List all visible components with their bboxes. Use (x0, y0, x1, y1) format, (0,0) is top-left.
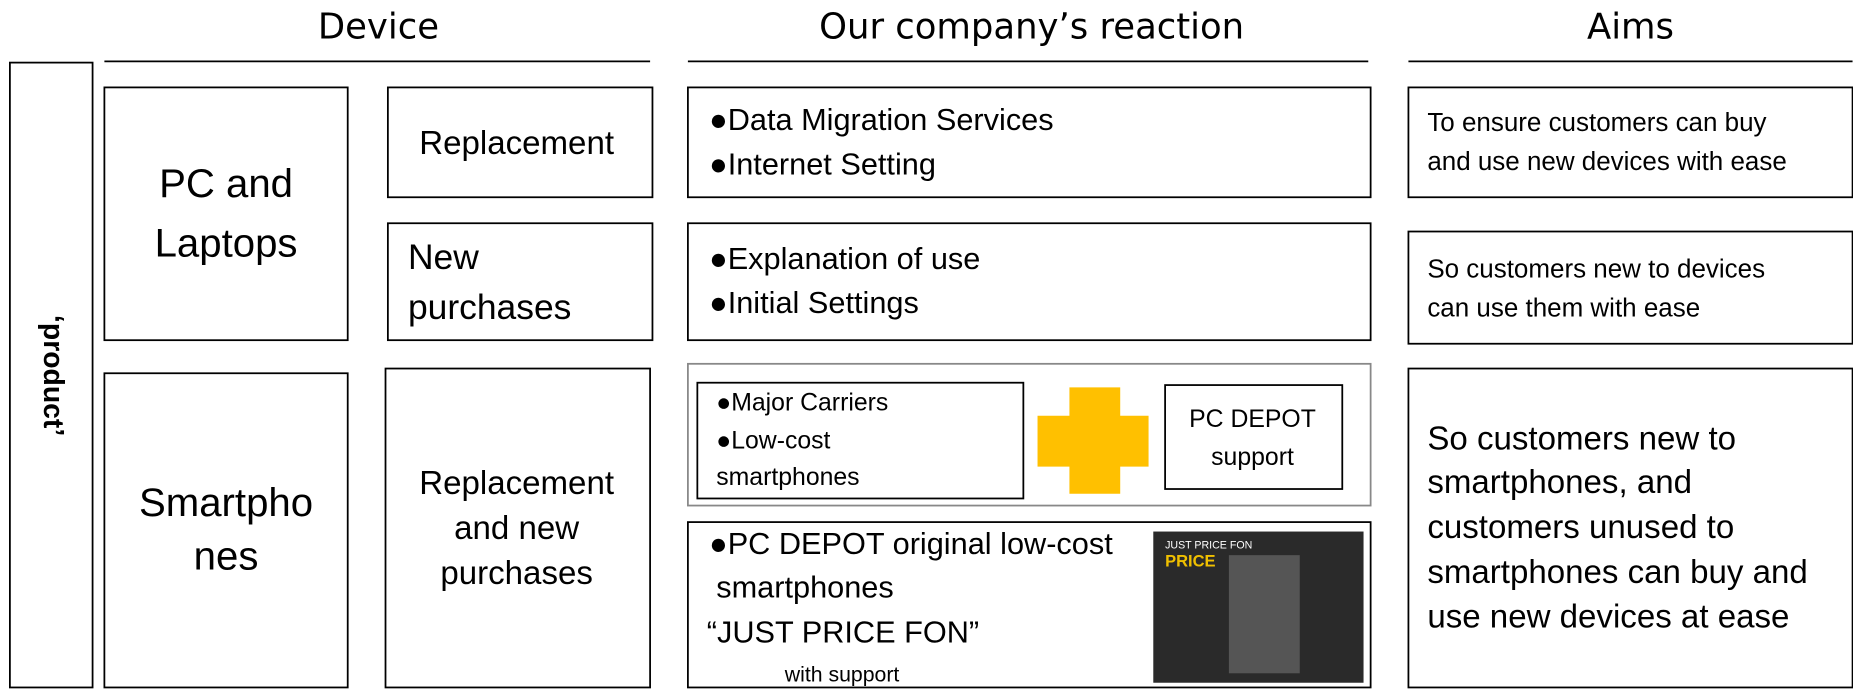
reaction-text: ●Low-cost (716, 427, 830, 454)
case-text: Replacement (419, 465, 614, 502)
case-box (386, 86, 654, 199)
aim-text: smartphones can buy and (1427, 554, 1807, 591)
reaction-text: ●Data Migration Services (709, 102, 1053, 137)
case-box (384, 367, 651, 689)
device-name: Smartpho (139, 480, 313, 525)
product-image: JUST PRICE FON PRICE (1153, 531, 1364, 683)
reaction-text: ●Internet Setting (709, 147, 936, 182)
aim-box (1407, 367, 1853, 689)
side-box (9, 61, 94, 689)
plus-icon (1037, 387, 1149, 494)
partner-box (1164, 384, 1344, 490)
headers: Device Our company’s reaction Aims (104, 6, 1853, 63)
case-text: purchases (408, 287, 571, 327)
aim-text: To ensure customers can buy (1427, 107, 1766, 137)
header: Device (318, 6, 439, 47)
aim-text: and use new devices with ease (1427, 146, 1786, 176)
reaction-text: smartphones (716, 464, 859, 491)
side-label: ‘product’ (37, 315, 69, 436)
reaction-text: ●Explanation of use (709, 241, 980, 276)
case-text: and new (454, 510, 579, 547)
device-name: PC and (159, 161, 293, 206)
aim-text: can use them with ease (1427, 292, 1700, 322)
reaction-text: ●Initial Settings (709, 285, 919, 320)
case-text: purchases (440, 555, 593, 592)
device-box (103, 86, 349, 342)
aim-text: use new devices at ease (1427, 599, 1789, 636)
image-text: JUST PRICE FON (1165, 540, 1252, 552)
reaction-text: with support (784, 662, 900, 686)
aim-text: smartphones, and (1427, 464, 1692, 501)
image-figure (1228, 555, 1300, 674)
reaction-text: “JUST PRICE FON” (707, 614, 979, 649)
case-text: Replacement (419, 125, 614, 162)
reaction-text: ●PC DEPOT original low-cost (709, 526, 1113, 561)
header: Our company’s reaction (819, 6, 1244, 47)
case-text: New (408, 237, 479, 277)
aim-text: So customers new to (1427, 420, 1736, 457)
carrier-box (696, 381, 1025, 500)
device-name: Laptops (155, 220, 298, 265)
aim-box (1407, 86, 1853, 199)
device-box (103, 372, 349, 689)
aim-box (1407, 230, 1853, 345)
header: Aims (1587, 6, 1674, 47)
partner-text: support (1211, 444, 1294, 471)
reaction-text: smartphones (716, 570, 894, 605)
aim-text: So customers new to devices (1427, 253, 1765, 283)
reaction-text: ●Major Carriers (716, 390, 888, 417)
partner-text: PC DEPOT (1189, 406, 1316, 433)
image-text: PRICE (1165, 552, 1215, 571)
reaction-box (687, 86, 1372, 199)
aim-text: customers unused to (1427, 509, 1734, 546)
reaction-box (687, 222, 1372, 342)
device-name: nes (194, 533, 259, 578)
case-box (386, 222, 654, 342)
